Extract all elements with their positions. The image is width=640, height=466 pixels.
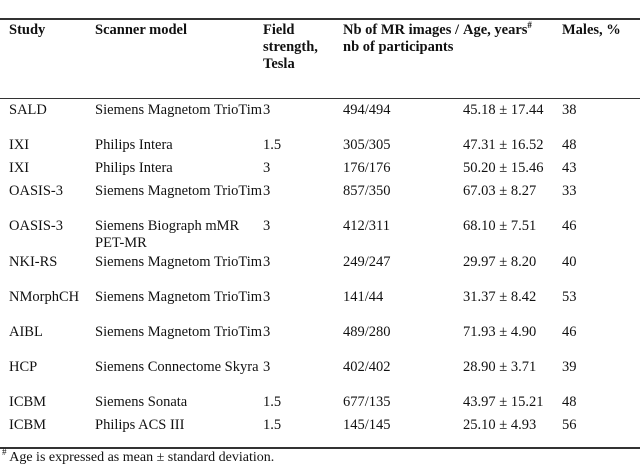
header-field: Field strength, Tesla — [263, 22, 318, 72]
cell-scanner: Siemens Sonata — [95, 394, 188, 410]
cell-study: IXI — [9, 137, 30, 153]
cell-age: 29.97 ± 8.20 — [463, 254, 537, 270]
cell-scanner: Siemens Magnetom TrioTim — [95, 254, 263, 270]
header-age: Age, years# — [463, 19, 562, 98]
cell-age: 47.31 ± 16.52 — [463, 137, 544, 153]
cell-age: 28.90 ± 3.71 — [463, 359, 537, 375]
cell-field: 3 — [263, 183, 271, 199]
cell-images: 141/44 — [343, 289, 384, 305]
top-rule — [0, 18, 640, 20]
cell-age: 45.18 ± 17.44 — [463, 102, 544, 118]
cell-age: 71.93 ± 4.90 — [463, 324, 537, 340]
cell-images: 489/280 — [343, 324, 391, 340]
cell-scanner: Siemens Magnetom TrioTim — [95, 102, 263, 118]
table-row: NMorphCH Siemens Magnetom TrioTim 3 141/44 3… — [0, 287, 640, 322]
cell-males: 43 — [562, 160, 577, 176]
cell-age: 43.97 ± 15.21 — [463, 394, 544, 410]
table-row: ICBM Philips ACS III 1.5 145/145 25.10 ± 4.9… — [0, 415, 640, 438]
cell-males: 53 — [562, 289, 577, 305]
cell-images: 176/176 — [343, 160, 391, 176]
cell-males: 48 — [562, 137, 577, 153]
cell-study: OASIS-3 — [9, 183, 63, 199]
cell-scanner: Siemens Magnetom TrioTim — [95, 183, 263, 199]
cell-study: SALD — [9, 102, 47, 118]
cell-study: NKI-RS — [9, 254, 58, 270]
cell-age: 50.20 ± 15.46 — [463, 160, 544, 176]
cell-field: 3 — [263, 102, 271, 118]
cell-field: 3 — [263, 289, 271, 305]
table-row: IXI Philips Intera 3 176/176 50.20 ± 15.46 43 — [0, 158, 640, 181]
cell-males: 48 — [562, 394, 577, 410]
cell-males: 38 — [562, 102, 577, 118]
header-row: Study Scanner model Field strength, Tesl… — [0, 19, 640, 98]
cell-images: 249/247 — [343, 254, 391, 270]
header-males: Males, % — [562, 22, 621, 38]
cell-males: 39 — [562, 359, 577, 375]
cell-age: 68.10 ± 7.51 — [463, 218, 537, 234]
header-images: Nb of MR images / nb of participants — [343, 22, 459, 55]
cell-images: 857/350 — [343, 183, 391, 199]
header-scanner: Scanner model — [95, 22, 187, 38]
cell-field: 1.5 — [263, 417, 282, 433]
cell-age: 25.10 ± 4.93 — [463, 417, 537, 433]
cell-study: OASIS-3 — [9, 218, 63, 234]
table-row: OASIS-3 Siemens Magnetom TrioTim 3 857/350 6… — [0, 181, 640, 216]
cell-images: 494/494 — [343, 102, 391, 118]
cell-images: 412/311 — [343, 218, 390, 234]
cell-age: 31.37 ± 8.42 — [463, 289, 537, 305]
table-row: SALD Siemens Magnetom TrioTim 3 494/494 45.1… — [0, 98, 640, 135]
cell-field: 1.5 — [263, 394, 282, 410]
cell-scanner: Philips ACS III — [95, 417, 185, 433]
cell-study: AIBL — [9, 324, 43, 340]
cell-field: 3 — [263, 324, 271, 340]
cell-study: ICBM — [9, 417, 47, 433]
table-row: NKI-RS Siemens Magnetom TrioTim 3 249/247 29… — [0, 252, 640, 287]
footnote-mark: # — [527, 20, 532, 30]
cell-field: 3 — [263, 160, 271, 176]
cell-males: 40 — [562, 254, 577, 270]
cell-scanner: Siemens Magnetom TrioTim — [95, 289, 263, 305]
cell-images: 305/305 — [343, 137, 391, 153]
cell-images: 145/145 — [343, 417, 391, 433]
cell-study: IXI — [9, 160, 30, 176]
cell-scanner: Philips Intera — [95, 137, 173, 153]
header-age-label: Age, years — [463, 22, 528, 38]
cell-field: 3 — [263, 254, 271, 270]
table-row: ICBM Siemens Sonata 1.5 677/135 43.97 ± 15.2… — [0, 392, 640, 415]
table-row: IXI Philips Intera 1.5 305/305 47.31 ± 16.52… — [0, 135, 640, 158]
cell-field: 3 — [263, 359, 271, 375]
cell-males: 46 — [562, 218, 577, 234]
table-row: HCP Siemens Connectome Skyra 3 402/402 28.90… — [0, 357, 640, 392]
header-study: Study — [9, 22, 46, 38]
bottom-rule — [0, 447, 640, 449]
header-rule — [0, 98, 640, 99]
scanner-table: Study Scanner model Field strength, Tesl… — [0, 19, 640, 438]
cell-males: 56 — [562, 417, 577, 433]
cell-scanner: Siemens Biograph mMR PET-MR — [95, 218, 240, 251]
cell-scanner: Siemens Magnetom TrioTim — [95, 324, 263, 340]
cell-age: 67.03 ± 8.27 — [463, 183, 537, 199]
cell-field: 3 — [263, 218, 271, 234]
footnote-mark: # — [2, 447, 7, 457]
table-footnote: # Age is expressed as mean ± standard de… — [2, 447, 275, 466]
cell-scanner: Siemens Connectome Skyra — [95, 359, 259, 375]
table-row: AIBL Siemens Magnetom TrioTim 3 489/280 71.9… — [0, 322, 640, 357]
cell-images: 677/135 — [343, 394, 391, 410]
cell-males: 46 — [562, 324, 577, 340]
cell-study: NMorphCH — [9, 289, 80, 305]
cell-study: HCP — [9, 359, 38, 375]
cell-males: 33 — [562, 183, 577, 199]
cell-scanner: Philips Intera — [95, 160, 173, 176]
cell-field: 1.5 — [263, 137, 282, 153]
cell-images: 402/402 — [343, 359, 391, 375]
table-row: OASIS-3 Siemens Biograph mMR PET-MR 3 412/3… — [0, 216, 640, 252]
cell-study: ICBM — [9, 394, 47, 410]
footnote-text: Age is expressed as mean ± standard devi… — [6, 450, 275, 465]
